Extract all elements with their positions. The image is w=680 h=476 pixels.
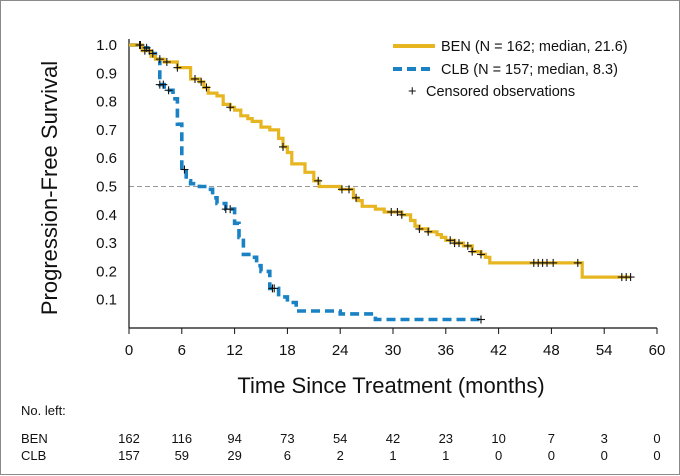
x-tick-label: 24 [332, 342, 349, 359]
y-tick-label: 0.5 [96, 179, 117, 196]
censor-mark-ben [162, 57, 171, 66]
y-tick-label: 0.2 [96, 263, 117, 280]
censor-mark-clb [180, 165, 189, 174]
legend-label-censored: Censored observations [426, 84, 575, 100]
censor-mark-ben [455, 239, 463, 248]
risk-value-clb: 59 [175, 448, 189, 463]
censor-mark-ben [573, 258, 582, 267]
x-tick-label: 12 [226, 342, 243, 359]
risk-value-clb: 29 [227, 448, 241, 463]
y-tick-label: 0.7 [96, 122, 117, 139]
censor-mark-ben [337, 185, 346, 194]
series-line-ben [129, 43, 631, 279]
x-tick-label: 60 [649, 342, 666, 359]
risk-value-clb: 1 [442, 448, 449, 463]
risk-value-ben: 162 [118, 431, 140, 446]
legend-censor-marker: + [408, 84, 416, 100]
censor-mark-ben [397, 210, 406, 219]
legend: BEN (N = 162; median, 21.6) CLB (N = 157… [393, 39, 628, 100]
x-tick-label: 48 [543, 342, 560, 359]
risk-value-ben: 0 [653, 431, 660, 446]
censor-mark-ben [468, 247, 477, 256]
censor-mark-ben [352, 193, 361, 202]
censor-layer [135, 41, 635, 324]
y-tick-label: 0.4 [96, 207, 117, 224]
censor-mark-clb [164, 86, 173, 95]
risk-value-clb: 6 [284, 448, 291, 463]
risk-value-clb: 0 [548, 448, 555, 463]
axes-layer: 0 6 12 18 24 30 36 42 48 54 60 0.1 0.2 0.3 0.4 0.5 0.6 0.… [96, 37, 665, 359]
risk-row-label-clb: CLB [21, 448, 46, 463]
risk-value-ben: 116 [171, 431, 192, 446]
risk-value-ben: 94 [227, 431, 241, 446]
censor-mark-clb [226, 205, 235, 214]
risk-table: No. left: BEN CLB 162 116 94 73 54 42 23 10 7 3 01… [21, 403, 661, 463]
censor-mark-ben [463, 241, 472, 250]
censor-mark-ben [626, 273, 635, 282]
censor-mark-ben [279, 142, 287, 151]
censor-mark-clb [159, 80, 168, 89]
x-tick-label: 36 [437, 342, 454, 359]
x-tick-label: 30 [385, 342, 402, 359]
risk-row-label-ben: BEN [21, 431, 48, 446]
censor-mark-ben [415, 224, 424, 233]
censor-mark-clb [148, 49, 157, 58]
risk-value-clb: 157 [118, 448, 140, 463]
series-line-clb [129, 43, 481, 322]
y-tick-label: 0.1 [96, 292, 117, 309]
censor-mark-ben [345, 185, 353, 194]
risk-value-clb: 1 [389, 448, 396, 463]
y-tick-label: 1.0 [96, 37, 117, 54]
censor-mark-ben [446, 236, 455, 245]
censor-mark-ben [424, 227, 433, 236]
risk-value-ben: 73 [280, 431, 294, 446]
censor-mark-ben [155, 55, 164, 64]
y-tick-label: 0.3 [96, 235, 117, 252]
censor-mark-clb [270, 284, 279, 293]
y-tick-label: 0.6 [96, 150, 117, 167]
risk-value-ben: 42 [386, 431, 400, 446]
y-axis-title: Progression-Free Survival [37, 61, 62, 315]
x-tick-label: 0 [125, 342, 133, 359]
censor-mark-ben [191, 74, 199, 83]
x-tick-label: 6 [178, 342, 186, 359]
x-axis-title: Time Since Treatment (months) [237, 373, 544, 398]
censor-mark-ben [197, 77, 206, 86]
risk-value-ben: 23 [439, 431, 453, 446]
x-tick-label: 18 [279, 342, 296, 359]
censor-mark-ben [314, 176, 323, 185]
risk-value-clb: 0 [495, 448, 502, 463]
legend-label-clb: CLB (N = 157; median, 8.3) [441, 62, 618, 78]
risk-value-ben: 3 [601, 431, 608, 446]
censor-mark-clb [477, 315, 485, 324]
x-tick-label: 54 [596, 342, 613, 359]
risk-value-clb: 0 [653, 448, 660, 463]
censor-mark-ben [477, 250, 485, 259]
censor-mark-clb [142, 43, 151, 52]
x-tick-label: 42 [490, 342, 507, 359]
censor-mark-ben [226, 103, 235, 112]
risk-value-clb: 2 [337, 448, 344, 463]
censor-mark-ben [202, 83, 211, 92]
risk-value-ben: 54 [333, 431, 347, 446]
risk-value-ben: 10 [491, 431, 505, 446]
y-tick-label: 0.8 [96, 94, 117, 111]
censor-mark-ben [549, 258, 558, 267]
risk-table-title: No. left: [21, 403, 66, 418]
y-tick-label: 0.9 [96, 65, 117, 82]
censor-mark-ben [393, 207, 402, 216]
censor-mark-clb [136, 41, 145, 49]
legend-label-ben: BEN (N = 162; median, 21.6) [441, 39, 628, 55]
risk-value-clb: 0 [601, 448, 608, 463]
censor-mark-ben [173, 63, 182, 72]
risk-value-ben: 7 [548, 431, 555, 446]
